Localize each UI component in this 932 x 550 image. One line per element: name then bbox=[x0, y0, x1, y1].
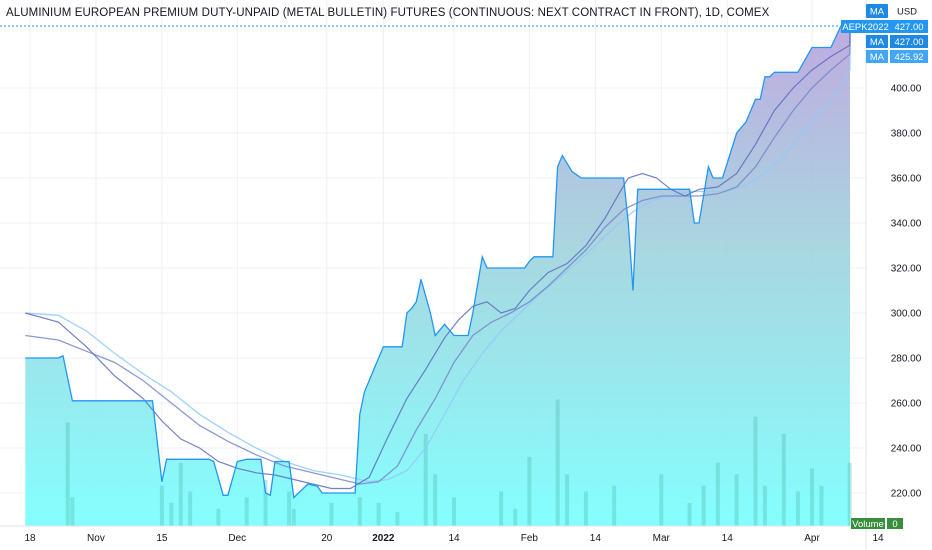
time-axis-background bbox=[0, 526, 932, 550]
y-tick-label: 240.00 bbox=[891, 444, 922, 455]
y-tick-label: 360.00 bbox=[891, 174, 922, 185]
volume-bar bbox=[357, 497, 362, 526]
volume-bar bbox=[527, 457, 532, 526]
volume-badge-value: 0 bbox=[892, 519, 897, 530]
volume-bar bbox=[513, 508, 518, 526]
volume-bar bbox=[329, 503, 334, 526]
time-axis[interactable]: 18 Nov 15 Dec 20 2022 14 Feb 14 Mar 14 Apr 14 bbox=[24, 533, 884, 544]
x-tick-label: 2022 bbox=[372, 533, 395, 544]
y-tick-label: 280.00 bbox=[891, 354, 922, 365]
volume-bar bbox=[423, 434, 428, 526]
y-tick-label: 260.00 bbox=[891, 399, 922, 410]
volume-bar bbox=[701, 485, 706, 526]
x-tick-label: 20 bbox=[321, 533, 333, 544]
header-ma-badge[interactable]: MA bbox=[866, 4, 888, 18]
moving-averages bbox=[25, 27, 851, 490]
price-badge-ma-label: MA bbox=[870, 52, 885, 63]
volume-bar bbox=[70, 497, 75, 526]
volume-bar bbox=[795, 491, 800, 526]
price-badge-ma-2[interactable]: MA 425.92 bbox=[866, 50, 928, 63]
x-tick-label: 14 bbox=[590, 533, 602, 544]
volume-bar bbox=[452, 497, 456, 526]
ma-fast-line bbox=[25, 27, 851, 490]
price-badge-aepk2022[interactable]: AEPK2022 427.00 bbox=[841, 20, 928, 33]
y-tick-label: 380.00 bbox=[891, 129, 922, 140]
volume-bar bbox=[291, 508, 296, 526]
price-badge-ma-value: 425.92 bbox=[894, 52, 923, 63]
volume-bar bbox=[65, 422, 70, 526]
volume-badge-label: Volume bbox=[852, 519, 884, 530]
volume-bar bbox=[753, 416, 758, 526]
volume-bar bbox=[687, 503, 692, 526]
y-tick-label: 320.00 bbox=[891, 264, 922, 275]
x-tick-label: Feb bbox=[521, 533, 539, 544]
x-tick-label: Nov bbox=[87, 533, 105, 544]
price-axis[interactable]: 220.00 240.00 260.00 280.00 300.00 320.00 340.… bbox=[891, 84, 922, 500]
volume-bar bbox=[159, 485, 164, 526]
volume-bar bbox=[781, 434, 786, 526]
volume-bar bbox=[244, 497, 249, 526]
y-tick-label: 340.00 bbox=[891, 219, 922, 230]
price-area bbox=[25, 27, 851, 527]
volume-bars bbox=[65, 399, 852, 526]
x-tick-label: 14 bbox=[872, 533, 884, 544]
volume-bar bbox=[819, 485, 824, 526]
y-tick-label: 220.00 bbox=[891, 489, 922, 500]
volume-bar bbox=[287, 491, 292, 526]
volume-bar bbox=[188, 491, 193, 526]
volume-bar bbox=[762, 485, 767, 526]
y-tick-label: 300.00 bbox=[891, 309, 922, 320]
price-badge-ma-label: MA bbox=[870, 37, 885, 48]
price-axis-background bbox=[866, 0, 932, 550]
x-tick-label: 18 bbox=[24, 533, 36, 544]
volume-badge[interactable]: Volume 0 bbox=[851, 518, 903, 530]
volume-bar bbox=[555, 399, 560, 526]
price-badge-ma-value: 427.00 bbox=[894, 37, 923, 48]
volume-bar bbox=[847, 462, 852, 526]
volume-bar bbox=[433, 474, 438, 526]
volume-bar bbox=[178, 462, 183, 526]
price-line bbox=[25, 26, 850, 499]
ma-slow-line bbox=[25, 31, 851, 483]
volume-bar bbox=[565, 474, 570, 526]
volume-bar bbox=[810, 468, 815, 526]
price-area-fill bbox=[25, 27, 851, 527]
y-tick-label: 400.00 bbox=[891, 84, 922, 95]
x-tick-label: 15 bbox=[156, 533, 168, 544]
x-tick-label: 14 bbox=[722, 533, 734, 544]
x-tick-label: Apr bbox=[804, 533, 820, 544]
x-tick-label: Mar bbox=[653, 533, 671, 544]
x-tick-label: Dec bbox=[228, 533, 246, 544]
volume-bar bbox=[659, 474, 664, 526]
price-series-line bbox=[25, 26, 850, 499]
volume-bar bbox=[169, 503, 174, 526]
volume-bar bbox=[734, 474, 739, 526]
volume-bar bbox=[395, 512, 400, 526]
price-badge-ma-1[interactable]: MA 427.00 bbox=[866, 35, 928, 48]
volume-bar bbox=[263, 480, 268, 526]
chart-title: ALUMINIUM EUROPEAN PREMIUM DUTY-UNPAID (… bbox=[6, 7, 770, 19]
volume-bar bbox=[715, 462, 720, 526]
ma-mid-line bbox=[25, 29, 851, 485]
volume-bar bbox=[376, 503, 381, 526]
header-ma-label: MA bbox=[870, 7, 885, 18]
price-badge-value: 427.00 bbox=[894, 22, 923, 33]
price-badge-label: AEPK2022 bbox=[842, 22, 888, 33]
volume-bar bbox=[612, 485, 617, 526]
currency-label: USD bbox=[897, 7, 917, 18]
volume-bar bbox=[583, 491, 588, 526]
volume-bar bbox=[216, 508, 221, 526]
volume-bar bbox=[499, 491, 504, 526]
x-tick-label: 14 bbox=[448, 533, 460, 544]
